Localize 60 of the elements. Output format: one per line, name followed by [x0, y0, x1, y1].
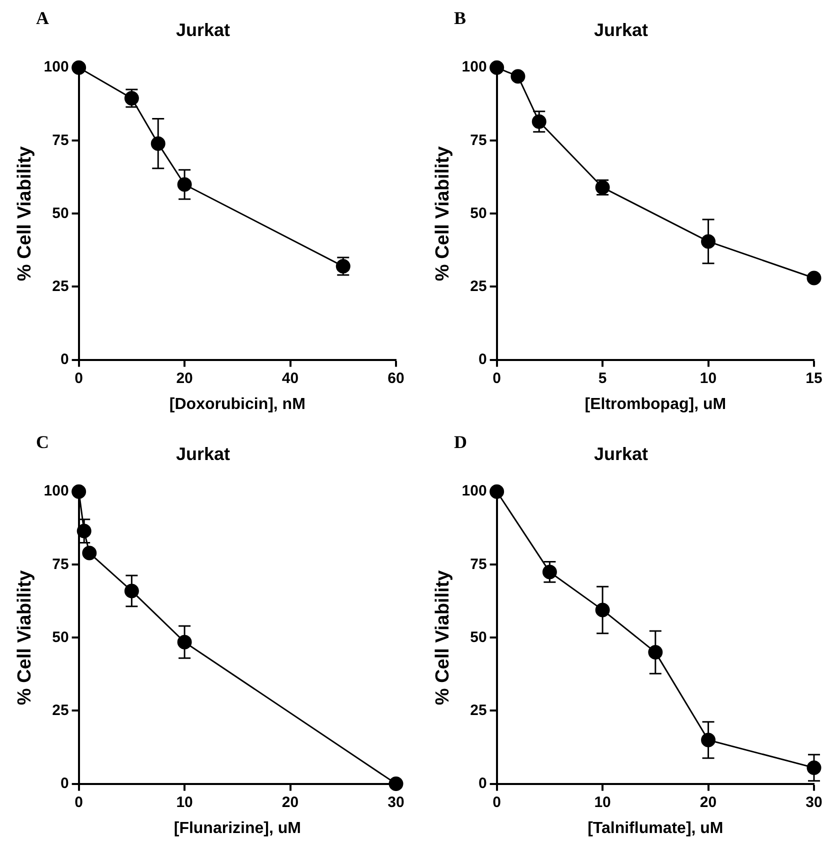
text: A [36, 8, 49, 29]
x-tick-label: 20 [700, 794, 717, 811]
x-axis-title: [Doxorubicin], nM [169, 396, 306, 413]
point [388, 776, 404, 792]
y-tick-label: 75 [470, 556, 487, 573]
chart-title: Jurkat [176, 20, 230, 40]
x-tick-label: 5 [598, 370, 607, 387]
x-tick-label: 10 [594, 794, 611, 811]
y-tick-label: 0 [478, 774, 487, 792]
y-tick-label: 100 [462, 58, 487, 76]
point [82, 546, 97, 560]
text: D [454, 432, 467, 453]
y-tick-label: 0 [478, 350, 487, 368]
y-tick-label: 50 [470, 628, 487, 646]
x-tick-label: 15 [806, 370, 822, 387]
y-tick-label: 0 [60, 774, 69, 792]
text: B [454, 8, 466, 29]
chart-title: Jurkat [594, 444, 648, 464]
y-tick-label: 25 [52, 702, 69, 719]
y-tick-label: 75 [470, 132, 487, 149]
y-axis-title: % Cell Viability [14, 146, 36, 282]
y-tick-label: 25 [470, 702, 487, 719]
chart-title: Jurkat [594, 20, 648, 40]
y-axis-title: % Cell Viability [14, 570, 36, 706]
x-tick-label: 0 [492, 370, 501, 387]
y-tick-label: 75 [52, 132, 69, 149]
x-axis-title: [Talniflumate], uM [588, 820, 724, 837]
point [72, 484, 86, 499]
y-tick-label: 75 [52, 556, 69, 573]
x-tick-label: 10 [176, 794, 193, 811]
y-axis-title: % Cell Viability [432, 146, 454, 282]
x-tick-label: 40 [282, 370, 299, 387]
y-tick-label: 50 [52, 628, 69, 646]
x-tick-label: 0 [74, 370, 83, 387]
x-tick-label: 0 [74, 794, 83, 811]
y-tick-label: 25 [52, 278, 69, 295]
y-tick-label: 25 [470, 278, 487, 295]
x-tick-label: 60 [388, 370, 404, 387]
point [490, 60, 504, 75]
x-tick-label: 0 [492, 794, 501, 811]
x-axis-title: [Eltrombopag], uM [584, 396, 726, 413]
x-tick-label: 20 [282, 794, 299, 811]
y-tick-label: 50 [470, 204, 487, 222]
y-tick-label: 100 [44, 58, 69, 76]
y-tick-label: 0 [60, 350, 69, 368]
x-tick-label: 30 [806, 794, 822, 811]
x-axis-title: [Flunarizine], uM [174, 820, 301, 837]
y-tick-label: 100 [462, 482, 487, 500]
text: C [36, 432, 49, 453]
chart-title: Jurkat [176, 444, 230, 464]
point [806, 270, 822, 286]
point [510, 69, 526, 84]
point [490, 484, 504, 499]
x-tick-label: 10 [700, 370, 717, 387]
y-tick-label: 50 [52, 204, 69, 222]
y-tick-label: 100 [44, 482, 69, 500]
point [72, 60, 86, 75]
x-tick-label: 20 [176, 370, 193, 387]
y-axis-title: % Cell Viability [432, 570, 454, 706]
x-tick-label: 30 [388, 794, 404, 811]
